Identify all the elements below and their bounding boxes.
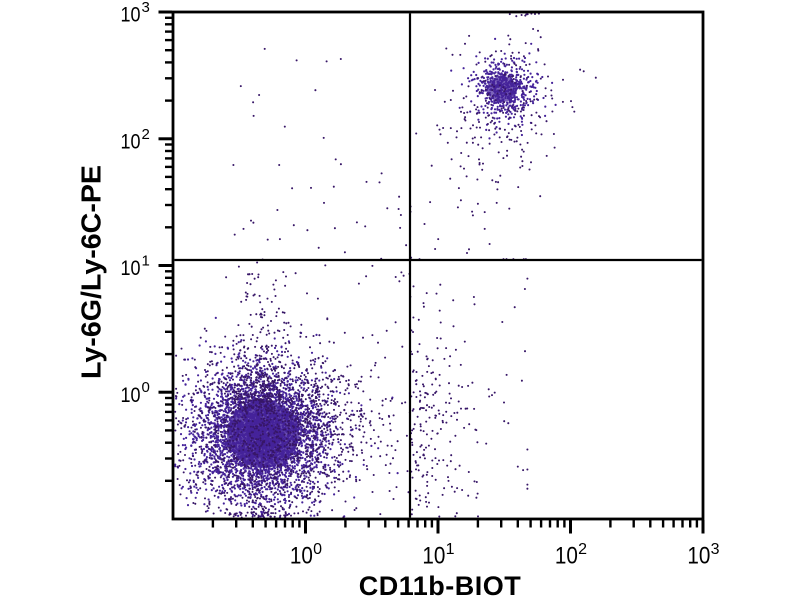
svg-text:10: 10 [555,542,578,569]
svg-text:0: 0 [142,379,150,396]
svg-text:1: 1 [142,253,150,270]
svg-text:2: 2 [142,126,150,143]
svg-text:Ly-6G/Ly-6C-PE: Ly-6G/Ly-6C-PE [75,165,106,379]
svg-text:0: 0 [313,541,322,558]
svg-text:10: 10 [121,4,141,27]
svg-text:10: 10 [121,257,141,280]
svg-text:CD11b-BIOT: CD11b-BIOT [359,571,522,600]
svg-text:10: 10 [422,542,445,569]
svg-text:3: 3 [711,541,720,558]
svg-text:10: 10 [687,542,710,569]
svg-text:10: 10 [121,384,141,407]
svg-text:10: 10 [121,130,141,153]
svg-text:2: 2 [578,541,587,558]
svg-text:1: 1 [446,541,455,558]
svg-text:3: 3 [142,0,150,16]
svg-text:10: 10 [290,542,313,569]
